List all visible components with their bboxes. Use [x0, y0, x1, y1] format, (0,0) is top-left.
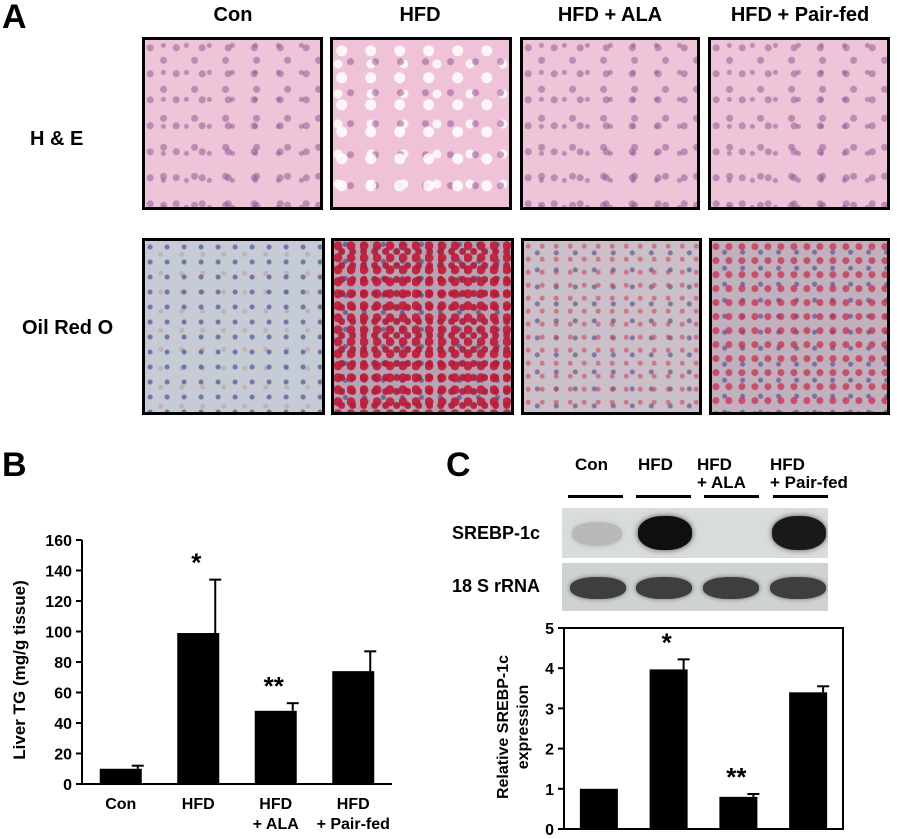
lane-line-hfd-ala: [704, 495, 759, 498]
micrograph-he-hfd: [330, 37, 512, 210]
c-ytick-label: 5: [545, 621, 554, 638]
blot-band-rrna-con: [570, 577, 626, 599]
micrograph-oro-hfd-ala: [521, 238, 702, 415]
b-ytick-label: 60: [54, 686, 72, 703]
row-label-he: H & E: [30, 128, 84, 150]
b-bar: [332, 671, 375, 784]
blot-rrna-gel: [562, 563, 828, 611]
col-head-hfd-pair-fed: HFD + Pair-fed: [730, 4, 870, 26]
c-ytick-label: 4: [545, 661, 554, 678]
blot-lane-hfd-pair-fed-line2: + Pair-fed: [770, 473, 848, 492]
chart-b-ylabel: Liver TG (mg/g tissue): [10, 580, 29, 759]
blot-band-srebp-hfd-ala: [705, 522, 755, 546]
c-ytick-label: 3: [545, 701, 554, 718]
b-ytick-label: 100: [45, 625, 72, 642]
blot-srebp-gel: [562, 508, 828, 558]
c-significance-mark: **: [726, 762, 747, 792]
chart-b-category-label: + ALA: [253, 816, 300, 833]
col-head-con: Con: [213, 4, 253, 26]
b-bar: [254, 710, 297, 784]
chart-b-category-label: HFD: [337, 796, 370, 813]
micrograph-he-hfd-pair-fed: [708, 37, 890, 210]
c-ytick-label: 0: [545, 822, 554, 839]
lane-line-hfd: [636, 495, 691, 498]
panel-letter-c: C: [446, 446, 471, 484]
b-ytick-label: 120: [45, 594, 72, 611]
blot-row-srebp: SREBP-1c: [452, 523, 541, 543]
c-bar: [719, 796, 758, 829]
blot-row-rrna: 18 S rRNA: [452, 576, 541, 596]
chart-b-bars: ***: [99, 548, 377, 784]
chart-b-category-label: HFD: [182, 796, 215, 813]
blot-band-rrna-hfd-pair-fed: [770, 577, 826, 599]
blot-band-srebp-con: [572, 522, 622, 546]
chart-c-ylabel-line1: Relative SREBP-1c: [495, 655, 512, 799]
c-ytick-label: 1: [545, 782, 554, 799]
c-ytick-label: 2: [545, 742, 554, 759]
panel-letter-b: B: [2, 446, 27, 484]
micrograph-he-con: [142, 37, 323, 210]
blot-lane-con-line1: Con: [575, 455, 609, 474]
b-bar: [99, 768, 142, 784]
lane-line-hfd-pair-fed: [773, 495, 828, 498]
blot-lane-hfd-pair-fed-line1: HFD: [770, 455, 805, 474]
b-ytick-label: 40: [54, 716, 72, 733]
c-bar: [789, 692, 828, 829]
micrograph-oro-hfd-pair-fed: [709, 238, 890, 415]
chart-b-yticks: 0 20 40 60 80 100 120 140 160: [45, 533, 82, 794]
b-ytick-label: 80: [54, 655, 72, 672]
b-significance-mark: *: [191, 548, 202, 578]
blot-band-srebp-hfd: [638, 516, 692, 550]
row-label-oil-red-o: Oil Red O: [22, 317, 114, 339]
chart-b-category-label: HFD: [259, 796, 292, 813]
chart-c-yticks: 0 1 2 3 4 5: [545, 621, 564, 839]
c-bar: [579, 788, 618, 829]
col-head-hfd: HFD: [399, 4, 441, 26]
panel-letter-a: A: [2, 0, 27, 36]
blot-lane-con: Con: [575, 456, 608, 474]
blot-lane-hfd-line1: HFD: [638, 455, 673, 474]
chart-c-bars: ***: [579, 627, 830, 829]
lane-line-con: [568, 495, 623, 498]
chart-b: Liver TG (mg/g tissue) 0 20 40 60 80 100 120 14…: [10, 533, 392, 833]
b-bar: [177, 633, 220, 784]
b-ytick-label: 0: [63, 777, 72, 794]
chart-c-ylabel-line2: expression: [515, 685, 532, 769]
blot-band-rrna-hfd-ala: [703, 577, 759, 599]
chart-b-category-label: Con: [105, 796, 136, 813]
b-significance-mark: **: [264, 671, 285, 701]
micrograph-he-hfd-ala: [520, 37, 700, 210]
blot-lane-hfd-ala-line2: + ALA: [697, 473, 746, 492]
blot-lane-hfd-ala: HFD + ALA: [697, 456, 746, 492]
chart-b-category-label: + Pair-fed: [317, 816, 390, 833]
chart-b-categories: Con HFD HFD + ALA HFD + Pair-fed: [105, 796, 390, 833]
b-ytick-label: 160: [45, 533, 72, 550]
blot-lane-hfd: HFD: [638, 456, 673, 474]
col-head-hfd-ala: HFD + ALA: [557, 4, 663, 26]
blot-band-srebp-hfd-pair-fed: [772, 516, 826, 550]
blot-band-rrna-hfd: [636, 577, 692, 599]
micrograph-oro-hfd: [331, 238, 514, 415]
chart-c-axes: [563, 627, 844, 830]
b-ytick-label: 20: [54, 747, 72, 764]
blot-lane-hfd-pair-fed: HFD + Pair-fed: [770, 456, 848, 492]
blot-lane-hfd-ala-line1: HFD: [697, 455, 732, 474]
c-plot-frame: [563, 627, 844, 830]
c-significance-mark: *: [662, 627, 673, 657]
micrograph-oro-con: [142, 238, 325, 415]
b-ytick-label: 140: [45, 564, 72, 581]
c-bar: [649, 669, 688, 829]
